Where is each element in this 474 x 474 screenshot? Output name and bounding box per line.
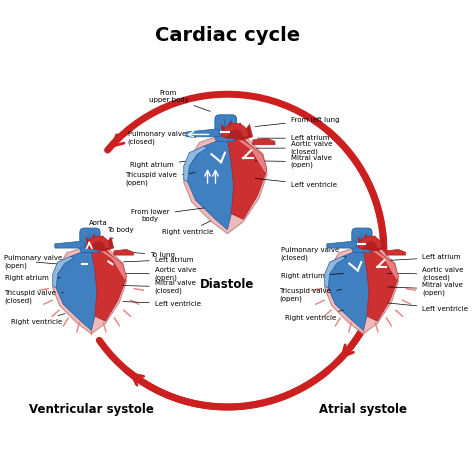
Polygon shape (188, 138, 234, 229)
FancyBboxPatch shape (80, 228, 100, 253)
Text: Right atrium: Right atrium (5, 275, 60, 281)
Text: Tricuspid valve
(open): Tricuspid valve (open) (125, 172, 195, 186)
Text: Aortic valve
(closed): Aortic valve (closed) (388, 267, 464, 281)
Text: Left atrium: Left atrium (388, 255, 461, 260)
Text: Tricuspid valve
(closed): Tricuspid valve (closed) (4, 290, 63, 303)
Polygon shape (184, 135, 267, 234)
Text: Diastole: Diastole (200, 278, 255, 291)
Polygon shape (253, 138, 275, 145)
Text: From left lung: From left lung (255, 117, 339, 127)
Polygon shape (53, 246, 127, 334)
Polygon shape (114, 249, 134, 255)
Polygon shape (237, 140, 267, 174)
Text: Right ventricle: Right ventricle (285, 310, 344, 321)
Polygon shape (228, 137, 265, 219)
Text: Left ventricle: Left ventricle (388, 303, 468, 311)
Text: Mitral valve
(open): Mitral valve (open) (388, 283, 463, 296)
Polygon shape (386, 249, 406, 255)
FancyBboxPatch shape (352, 228, 372, 253)
Wedge shape (222, 123, 249, 137)
Polygon shape (364, 248, 397, 321)
Text: Atrial systole: Atrial systole (319, 403, 407, 416)
Polygon shape (55, 241, 84, 248)
Polygon shape (91, 248, 125, 321)
Text: Pulmonary valve
(open): Pulmonary valve (open) (4, 255, 63, 269)
Polygon shape (186, 129, 219, 137)
Text: Mitral valve
(open): Mitral valve (open) (255, 155, 332, 168)
Polygon shape (325, 256, 346, 288)
Text: Right atrium: Right atrium (281, 273, 343, 280)
Text: Left atrium: Left atrium (257, 135, 329, 141)
Wedge shape (358, 236, 383, 248)
Polygon shape (86, 234, 114, 251)
FancyBboxPatch shape (215, 115, 237, 141)
Polygon shape (221, 121, 253, 140)
Text: Aortic valve
(closed): Aortic valve (closed) (256, 141, 332, 155)
Text: From
upper body: From upper body (148, 90, 210, 111)
Text: Pulmonary valve
(closed): Pulmonary valve (closed) (281, 247, 346, 261)
Polygon shape (358, 234, 386, 251)
Polygon shape (328, 249, 369, 330)
Text: Tricuspid valve
(open): Tricuspid valve (open) (280, 288, 342, 302)
Text: Left ventricle: Left ventricle (255, 178, 337, 188)
Text: To lung: To lung (129, 252, 175, 258)
Polygon shape (372, 251, 399, 281)
Polygon shape (53, 256, 74, 288)
Text: Pulmonary valve
(closed): Pulmonary valve (closed) (128, 131, 196, 145)
Polygon shape (100, 251, 127, 281)
Text: Ventricular systole: Ventricular systole (29, 403, 154, 416)
Polygon shape (184, 146, 208, 182)
Text: Right ventricle: Right ventricle (162, 221, 213, 236)
Text: To body: To body (107, 227, 134, 244)
Text: Right ventricle: Right ventricle (11, 313, 65, 325)
Text: Left ventricle: Left ventricle (123, 301, 201, 307)
Text: Cardiac cycle: Cardiac cycle (155, 26, 300, 45)
Wedge shape (86, 236, 110, 248)
Polygon shape (325, 246, 399, 334)
Polygon shape (327, 241, 356, 248)
Text: Mitral valve
(closed): Mitral valve (closed) (123, 280, 196, 293)
Text: Left atrium: Left atrium (124, 256, 193, 263)
Text: Right atrium: Right atrium (130, 160, 194, 168)
Text: Aorta: Aorta (89, 220, 108, 239)
Text: Aortic valve
(open): Aortic valve (open) (124, 267, 196, 281)
Text: From lower
body: From lower body (131, 208, 204, 222)
Polygon shape (56, 249, 97, 330)
